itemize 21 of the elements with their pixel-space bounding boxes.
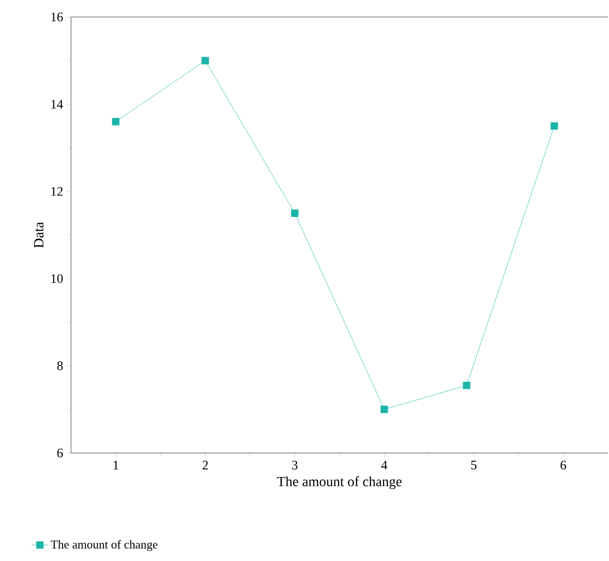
x-tick-label: 3 (292, 460, 298, 470)
legend-label: The amount of change (50, 540, 158, 552)
point (462, 382, 470, 390)
y-axis-title: Data (34, 222, 44, 248)
y-tick-label: 8 (57, 361, 63, 370)
x-tick-label: 1 (114, 460, 118, 470)
point (202, 56, 209, 64)
x-tick-label: 6 (560, 460, 566, 470)
point (112, 118, 120, 126)
x-tick-label: 5 (471, 460, 476, 470)
y-tick-label: 6 (57, 448, 63, 458)
x-tick-label: 4 (381, 460, 388, 470)
x-tick-label: 2 (202, 460, 208, 470)
y-tick-label: 16 (51, 12, 63, 22)
point (550, 122, 558, 130)
point (291, 210, 298, 217)
y-tick-label: 14 (51, 100, 64, 108)
x-axis-title: The amount of change (277, 476, 402, 490)
point (380, 406, 388, 414)
y-tick-label: 10 (51, 274, 63, 283)
y-tick-label: 12 (51, 187, 63, 196)
